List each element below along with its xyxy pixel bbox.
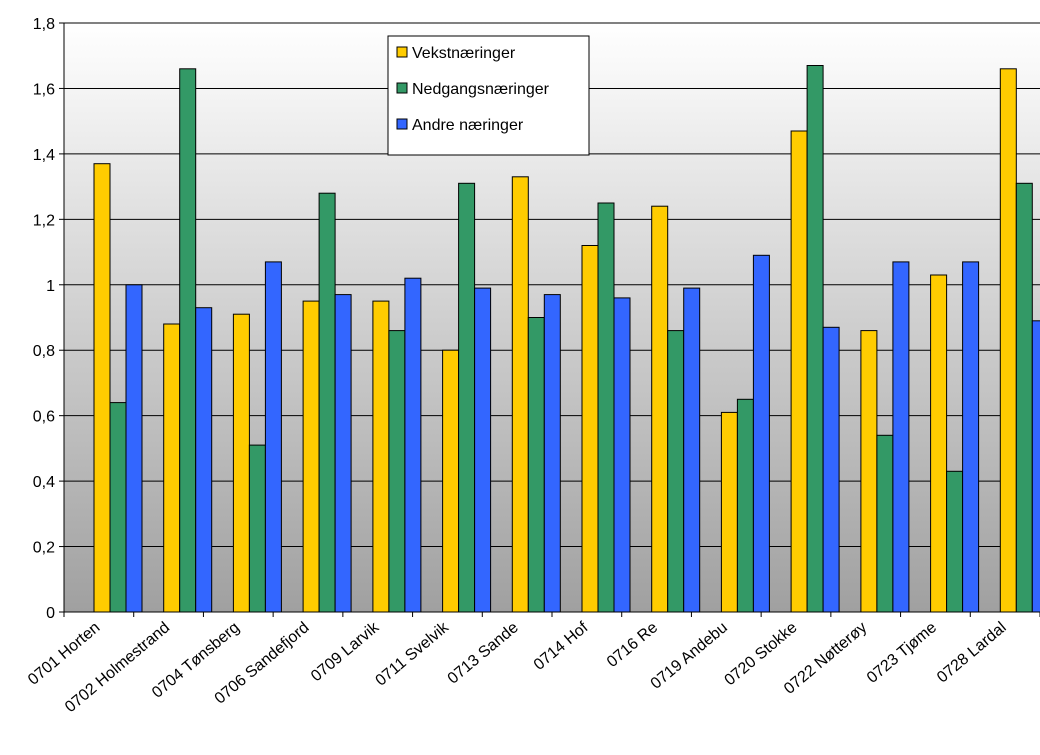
bar [962,261,980,613]
legend-swatch [396,46,408,58]
bar [442,349,460,613]
x-tick-label: 0714 Hof [531,619,592,674]
x-tick-label: 0709 Larvik [308,618,383,685]
legend-box [387,35,590,156]
x-tick-label: 0713 Sande [445,619,522,688]
bar [302,300,320,613]
y-tick-label: 0,6 [33,409,55,426]
bar [404,277,422,613]
bar [876,434,894,613]
bar [195,307,213,613]
legend: Vekstnæringer Nedgangsnæringer Andre nærin… [387,35,590,156]
bar [822,326,840,613]
legend-label: Andre næringer [412,117,524,134]
bar [388,330,406,613]
x-tick-label: 0711 Svelvik [372,618,452,689]
bar [752,254,770,613]
bar [163,323,181,613]
bar [318,192,336,613]
bar [527,317,545,613]
y-tick-label: 1,6 [33,81,55,98]
bar [946,470,964,613]
x-tick-label: 0728 Lardal [934,619,1010,686]
bar [930,274,948,613]
bar [109,402,127,613]
bar [999,68,1017,613]
x-tick-label: 0719 Andebu [648,619,731,693]
bar [458,182,476,613]
y-tick-label: 1 [46,278,55,295]
y-tick-label: 1,4 [33,147,55,164]
y-tick-labels: 0 0,2 0,4 0,6 0,8 1 1,2 1,4 1,6 1,8 [33,16,55,622]
legend-swatch [396,82,408,94]
x-tick-label: 0723 Tjøme [864,619,940,687]
legend-swatch [396,118,408,130]
bar [720,411,738,613]
bar [683,287,701,613]
bar [125,284,143,613]
legend-label: Nedgangsnæringer [412,81,550,98]
bar [511,176,529,613]
bar [651,205,669,613]
bar [248,444,266,613]
axes [59,22,1040,617]
bar [597,202,615,613]
y-tick-label: 0,2 [33,540,55,557]
bar [474,287,492,613]
legend-label: Vekstnæringer [412,45,516,62]
x-tick-label: 0716 Re [604,619,661,671]
bar [613,297,631,613]
bar [1031,320,1040,613]
bar [581,245,599,613]
bar [334,294,352,613]
bar [179,68,197,613]
bar [232,313,250,613]
bar [667,330,685,613]
bar [264,261,282,613]
bars [93,65,1040,613]
y-tick-label: 0,4 [33,474,55,491]
y-tick-label: 0,8 [33,343,55,360]
bar [736,398,754,613]
bar [806,65,824,613]
y-tick-label: 1,8 [33,16,55,33]
bar [892,261,910,613]
bar [543,294,561,613]
y-tick-label: 0 [46,605,55,622]
bar [790,130,808,613]
y-tick-label: 1,2 [33,212,55,229]
bar [1015,182,1033,613]
bar [93,163,111,613]
bar [372,300,390,613]
bar [860,330,878,613]
